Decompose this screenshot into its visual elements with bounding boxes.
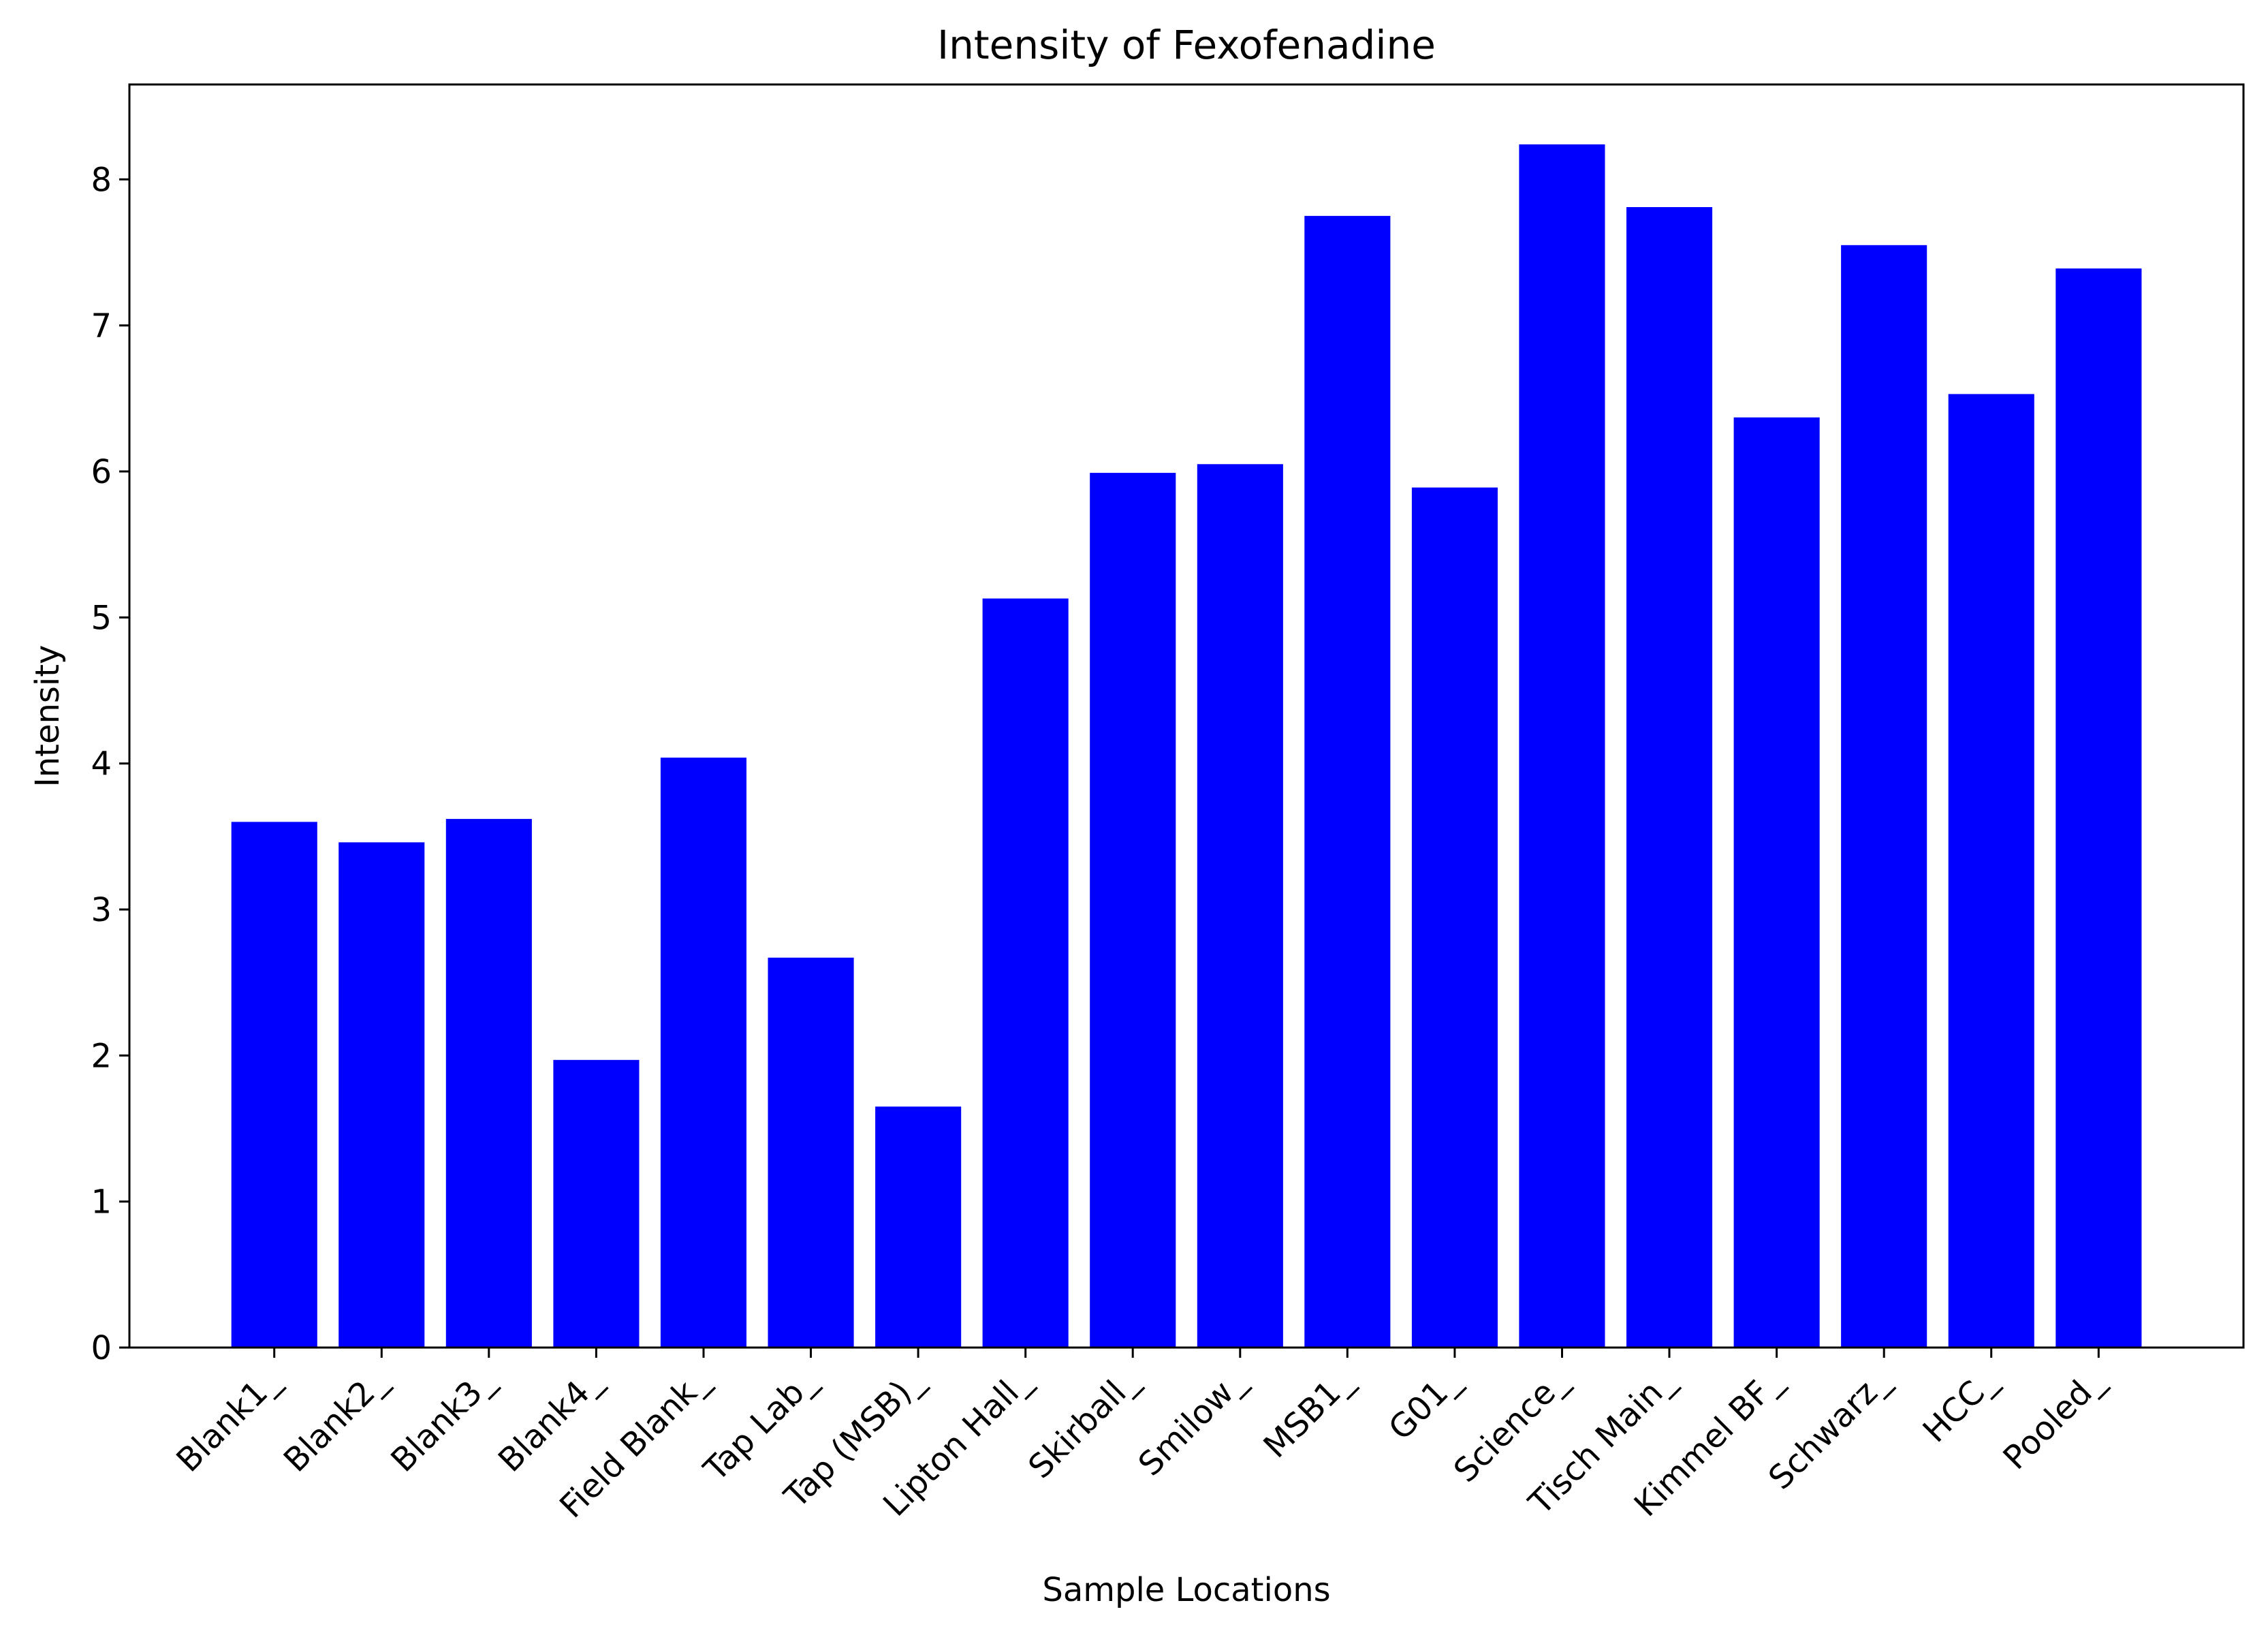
y-tick-label-6: 6	[91, 453, 112, 491]
x-axis-label: Sample Locations	[1042, 1571, 1330, 1609]
y-tick-label-3: 3	[91, 891, 112, 929]
bar-1	[338, 842, 425, 1348]
y-tick-label-7: 7	[91, 307, 112, 345]
bar-5	[768, 957, 854, 1348]
bar-4	[660, 758, 746, 1348]
bar-14	[1733, 417, 1820, 1348]
y-tick-label-1: 1	[91, 1183, 112, 1222]
y-tick-label-4: 4	[91, 745, 112, 783]
bar-12	[1519, 144, 1605, 1348]
y-tick-label-0: 0	[91, 1329, 112, 1367]
bar-3	[553, 1059, 640, 1348]
y-tick-label-2: 2	[91, 1037, 112, 1075]
y-axis-label: Intensity	[29, 645, 67, 788]
plot-frame	[128, 83, 2245, 1349]
bar-6	[875, 1106, 962, 1348]
bar-15	[1841, 245, 1927, 1348]
bar-10	[1304, 215, 1391, 1348]
y-tick-label-8: 8	[91, 161, 112, 199]
bar-0	[231, 822, 317, 1348]
bar-16	[1948, 394, 2034, 1348]
bar-17	[2056, 268, 2142, 1348]
bar-7	[982, 598, 1069, 1348]
y-tick-label-5: 5	[91, 599, 112, 637]
y-axis: 0 1 2 3 4 5 6 7 8	[91, 161, 129, 1367]
bar-8	[1090, 473, 1176, 1348]
bars-group	[231, 144, 2142, 1348]
chart-title: Intensity of Fexofenadine	[937, 22, 1436, 68]
bar-2	[445, 819, 532, 1348]
bar-9	[1197, 464, 1283, 1348]
bar-11	[1411, 487, 1498, 1348]
bar-13	[1626, 207, 1713, 1348]
